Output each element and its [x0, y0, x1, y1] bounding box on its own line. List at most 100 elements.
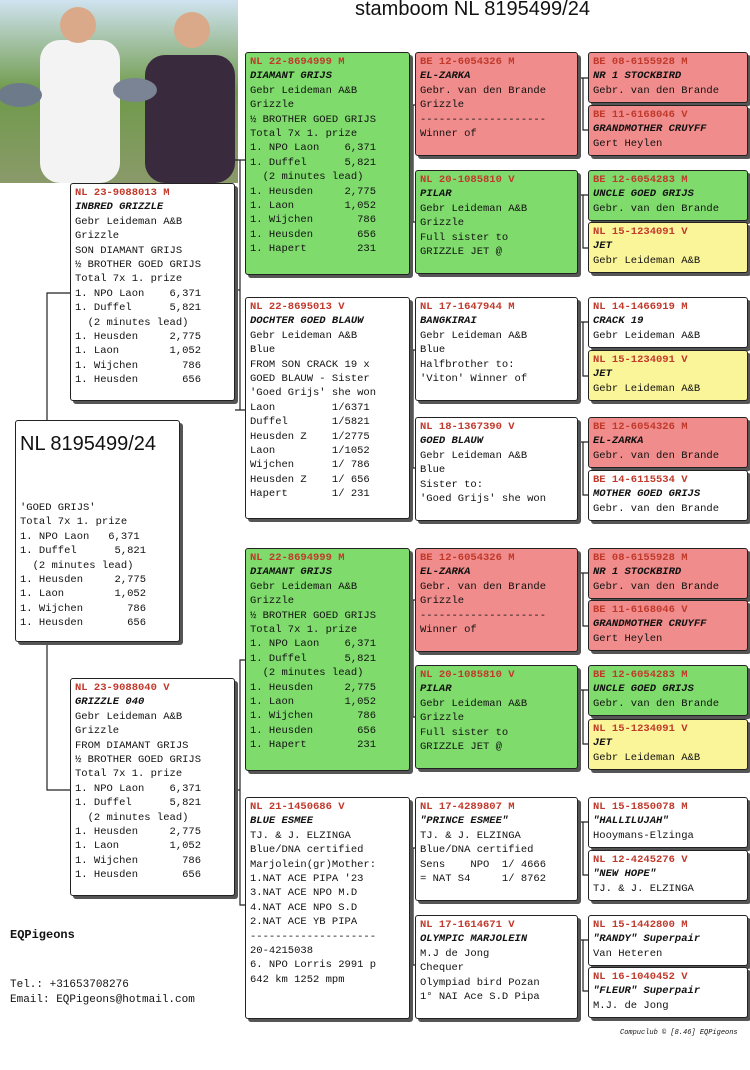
card-line: 'Goed Grijs' she won	[250, 387, 377, 400]
card-line: Gebr. van den Brande	[420, 580, 547, 593]
card-line: FROM SON CRACK 19 x	[250, 358, 370, 371]
card-line: 1. Laon 1,052	[250, 696, 377, 709]
pedigree-card: NL 8195499/24 'GOED GRIJS' Total 7x 1. pri…	[15, 420, 180, 642]
pedigree-card: BE 08-6155928 M NR 1 STOCKBIRD Gebr. van d…	[588, 52, 748, 103]
card-line: Grizzle	[250, 595, 295, 608]
card-line: Gebr Leideman A&B	[420, 329, 528, 342]
card-line: --------------------	[250, 930, 377, 943]
pigeon-name: JET	[593, 240, 612, 253]
card-line: 1. Heusden 2,775	[250, 185, 377, 198]
card-line: Gebr. van den Brande	[593, 697, 720, 710]
card-line: 1. Heusden 656	[75, 374, 202, 387]
card-line: 2.NAT ACE YB PIPA	[250, 916, 358, 929]
pedigree-card: BE 08-6155928 M NR 1 STOCKBIRD Gebr. van d…	[588, 548, 748, 599]
ring-number: BE 12-6054283 M	[593, 669, 688, 681]
card-line: 4.NAT ACE NPO S.D	[250, 901, 358, 914]
card-line: Gebr Leideman A&B	[250, 84, 358, 97]
ring-number: BE 08-6155928 M	[593, 56, 688, 68]
card-line: 1. Duffel 5,821	[250, 156, 377, 169]
card-line: --------------------	[420, 113, 547, 126]
pigeon-name: PILAR	[420, 188, 452, 201]
card-line: Gebr Leideman A&B	[420, 697, 528, 710]
card-line: Chequer	[420, 962, 465, 975]
pedigree-card: BE 11-6168046 V GRANDMOTHER CRUYFF Gert He…	[588, 105, 748, 156]
ring-number: NL 23-9088013 M	[75, 187, 170, 199]
card-line: Grizzle	[420, 712, 465, 725]
pedigree-card: NL 23-9088013 M INBRED GRIZZLE Gebr Leidem…	[70, 183, 235, 401]
card-line: Blue	[420, 464, 446, 477]
card-line: 1. Wijchen 786	[20, 602, 147, 615]
card-line: 1. Heusden 2,775	[75, 331, 202, 344]
card-line: ½ BROTHER GOED GRIJS	[75, 259, 202, 272]
pigeon-name: EL-ZARKA	[420, 70, 471, 83]
card-line: Olympiad bird Pozan	[420, 976, 540, 989]
email: Email: EQPigeons@hotmail.com	[10, 994, 195, 1006]
card-line: 1. NPO Laon 6,371	[250, 638, 377, 651]
ring-number: NL 17-1647944 M	[420, 301, 515, 313]
card-line: TJ. & J. ELZINGA	[250, 829, 351, 842]
card-line: GRIZZLE JET @	[420, 246, 502, 259]
ring-number: NL 15-1850078 M	[593, 801, 688, 813]
card-line: 1. NPO Laon 6,371	[75, 287, 202, 300]
ring-number: NL 21-1450686 V	[250, 801, 345, 813]
card-line: Blue/DNA certified	[420, 844, 534, 857]
ring-number: BE 08-6155928 M	[593, 552, 688, 564]
card-line: Gebr Leideman A&B	[250, 329, 358, 342]
card-line: Full sister to	[420, 231, 509, 244]
ring-number: NL 12-4245276 V	[593, 854, 688, 866]
card-line: Gebr. van den Brande	[593, 202, 720, 215]
card-line: Grizzle	[250, 99, 295, 112]
card-line: = NAT S4 1/ 8762	[420, 873, 547, 886]
card-line: ½ BROTHER GOED GRIJS	[250, 113, 377, 126]
card-line: 1. Laon 1,052	[75, 345, 202, 358]
pedigree-card: NL 15-1442800 M "RANDY" Superpair Van Hete…	[588, 915, 748, 966]
card-line: 1. Hapert 231	[250, 243, 377, 256]
card-line: TJ. & J. ELZINGA	[420, 829, 521, 842]
pigeon-name: EL-ZARKA	[420, 566, 471, 579]
card-line: 20-4215038	[250, 945, 314, 958]
card-line: 1. Heusden 656	[75, 869, 202, 882]
card-line: Halfbrother to:	[420, 358, 515, 371]
card-line: (2 minutes lead)	[250, 171, 364, 184]
card-line: Gebr Leideman A&B	[593, 751, 701, 764]
card-line: Grizzle	[75, 230, 120, 243]
card-line: 1. Duffel 5,821	[75, 797, 202, 810]
pigeon-name: BANGKIRAI	[420, 315, 477, 328]
credit: Compuclub © [8.46] EQPigeons	[620, 1029, 738, 1037]
pigeon-name: GRIZZLE 040	[75, 696, 145, 709]
card-line: 'GOED GRIJS'	[20, 502, 96, 514]
pigeon-name: DIAMANT GRIJS	[250, 70, 332, 83]
ring-number: NL 15-1442800 M	[593, 919, 688, 931]
card-line: Gebr Leideman A&B	[593, 329, 701, 342]
card-line: Gebr Leideman A&B	[420, 202, 528, 215]
ring-number: BE 14-6115534 V	[593, 474, 688, 486]
card-line: 1.NAT ACE PIPA '23	[250, 873, 364, 886]
card-line: Laon 1/1052	[250, 445, 370, 458]
card-line: Winner of	[420, 624, 477, 637]
pigeon-name: "FLEUR" Superpair	[593, 985, 701, 998]
card-line: ½ BROTHER GOED GRIJS	[250, 609, 377, 622]
pigeon-name: "NEW HOPE"	[593, 868, 657, 881]
card-line: Winner of	[420, 128, 477, 141]
card-line: 1. Wijchen 786	[250, 710, 377, 723]
card-line: Total 7x 1. prize	[250, 128, 358, 141]
ring-number: NL 8195499/24	[20, 433, 157, 455]
card-line: M.J de Jong	[420, 947, 490, 960]
ring-number: BE 12-6054283 M	[593, 174, 688, 186]
card-line: Heusden Z 1/2775	[250, 430, 370, 443]
pigeon-name: PILAR	[420, 683, 452, 696]
card-line: Grizzle	[420, 99, 465, 112]
ring-number: NL 20-1085810 V	[420, 669, 515, 681]
pigeon-name: UNCLE GOED GRIJS	[593, 188, 694, 201]
card-line: Gebr Leideman A&B	[75, 710, 183, 723]
pedigree-card: BE 11-6168046 V GRANDMOTHER CRUYFF Gert He…	[588, 600, 748, 651]
ring-number: NL 18-1367390 V	[420, 421, 515, 433]
ring-number: NL 22-8694999 M	[250, 552, 345, 564]
pedigree-card: BE 12-6054326 M EL-ZARKA Gebr. van den Bra…	[415, 548, 578, 652]
card-line: Gebr. van den Brande	[593, 449, 720, 462]
ring-number: BE 12-6054326 M	[420, 56, 515, 68]
pigeon-name: OLYMPIC MARJOLEIN	[420, 933, 528, 946]
card-line: Full sister to	[420, 726, 509, 739]
card-line: Grizzle	[420, 595, 465, 608]
card-line: Gebr. van den Brande	[593, 580, 720, 593]
